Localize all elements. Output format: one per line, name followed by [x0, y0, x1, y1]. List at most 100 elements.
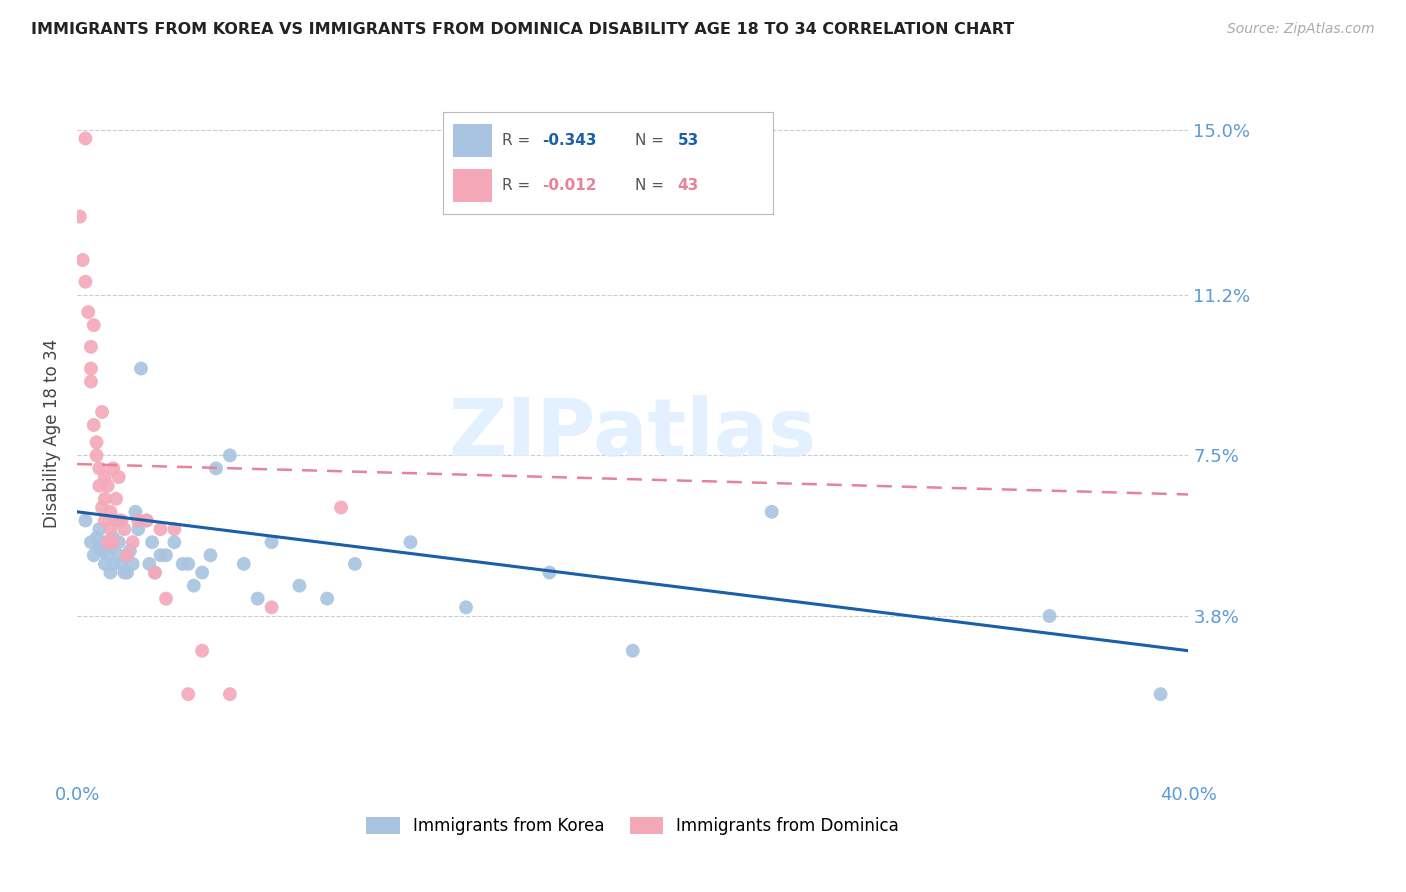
Point [127, 522, 149, 536]
Point [454, 600, 477, 615]
Point [94, 514, 117, 528]
Point [288, 579, 311, 593]
Point [330, 500, 353, 515]
Point [86, 449, 108, 463]
Point [124, 505, 146, 519]
Point [89, 479, 111, 493]
Point [91, 544, 114, 558]
Point [219, 449, 242, 463]
Point [103, 535, 125, 549]
Point [118, 544, 141, 558]
Point [89, 522, 111, 536]
Point [177, 687, 200, 701]
Point [107, 548, 129, 562]
Point [115, 548, 138, 562]
Point [72, 252, 94, 267]
Point [97, 479, 120, 493]
Bar [453, 124, 492, 157]
Point [94, 470, 117, 484]
Point [205, 461, 228, 475]
Point [104, 514, 127, 528]
Point [100, 540, 122, 554]
Point [343, 557, 366, 571]
Point [135, 514, 157, 528]
Text: R =: R = [502, 178, 536, 193]
Point [69, 210, 91, 224]
Point [316, 591, 339, 606]
Point [94, 491, 117, 506]
Point [115, 566, 138, 580]
Y-axis label: Disability Age 18 to 34: Disability Age 18 to 34 [44, 339, 60, 528]
Point [110, 514, 132, 528]
Point [83, 417, 105, 432]
Point [143, 566, 166, 580]
Point [103, 557, 125, 571]
Point [141, 535, 163, 549]
Point [149, 522, 172, 536]
Point [191, 644, 214, 658]
Point [399, 535, 422, 549]
Point [172, 557, 194, 571]
Point [129, 361, 152, 376]
Point [103, 531, 125, 545]
Text: R =: R = [502, 133, 536, 148]
Point [103, 461, 125, 475]
Point [112, 522, 135, 536]
Point [135, 514, 157, 528]
Point [138, 557, 160, 571]
Point [112, 566, 135, 580]
Point [107, 470, 129, 484]
Point [97, 548, 120, 562]
Point [121, 535, 143, 549]
Point [80, 361, 103, 376]
Text: ZIPatlas: ZIPatlas [449, 394, 817, 473]
Point [91, 405, 114, 419]
Point [110, 557, 132, 571]
Text: N =: N = [634, 178, 668, 193]
Point [77, 305, 100, 319]
Text: 43: 43 [678, 178, 699, 193]
Text: 53: 53 [678, 133, 699, 148]
Point [1149, 687, 1171, 701]
Point [121, 557, 143, 571]
Point [100, 566, 122, 580]
Point [155, 548, 177, 562]
Text: Source: ZipAtlas.com: Source: ZipAtlas.com [1227, 22, 1375, 37]
Text: IMMIGRANTS FROM KOREA VS IMMIGRANTS FROM DOMINICA DISABILITY AGE 18 TO 34 CORREL: IMMIGRANTS FROM KOREA VS IMMIGRANTS FROM… [31, 22, 1014, 37]
Point [163, 522, 186, 536]
Point [163, 535, 186, 549]
Point [143, 566, 166, 580]
Point [107, 514, 129, 528]
Point [104, 491, 127, 506]
Point [75, 275, 97, 289]
Point [100, 505, 122, 519]
Point [260, 535, 283, 549]
Point [91, 500, 114, 515]
Point [149, 548, 172, 562]
Point [155, 591, 177, 606]
Point [86, 435, 108, 450]
Point [86, 531, 108, 545]
Point [115, 548, 138, 562]
Point [80, 535, 103, 549]
Point [83, 548, 105, 562]
Point [538, 566, 561, 580]
Point [75, 131, 97, 145]
Point [232, 557, 254, 571]
Point [1038, 609, 1060, 624]
Point [200, 548, 222, 562]
Text: -0.343: -0.343 [543, 133, 596, 148]
Point [100, 522, 122, 536]
Point [219, 687, 242, 701]
Point [89, 461, 111, 475]
Point [89, 540, 111, 554]
Text: N =: N = [634, 133, 668, 148]
Point [80, 375, 103, 389]
Point [94, 535, 117, 549]
Point [97, 535, 120, 549]
Point [75, 514, 97, 528]
Point [177, 557, 200, 571]
Point [94, 557, 117, 571]
Legend: Immigrants from Korea, Immigrants from Dominica: Immigrants from Korea, Immigrants from D… [360, 811, 905, 842]
Point [621, 644, 644, 658]
